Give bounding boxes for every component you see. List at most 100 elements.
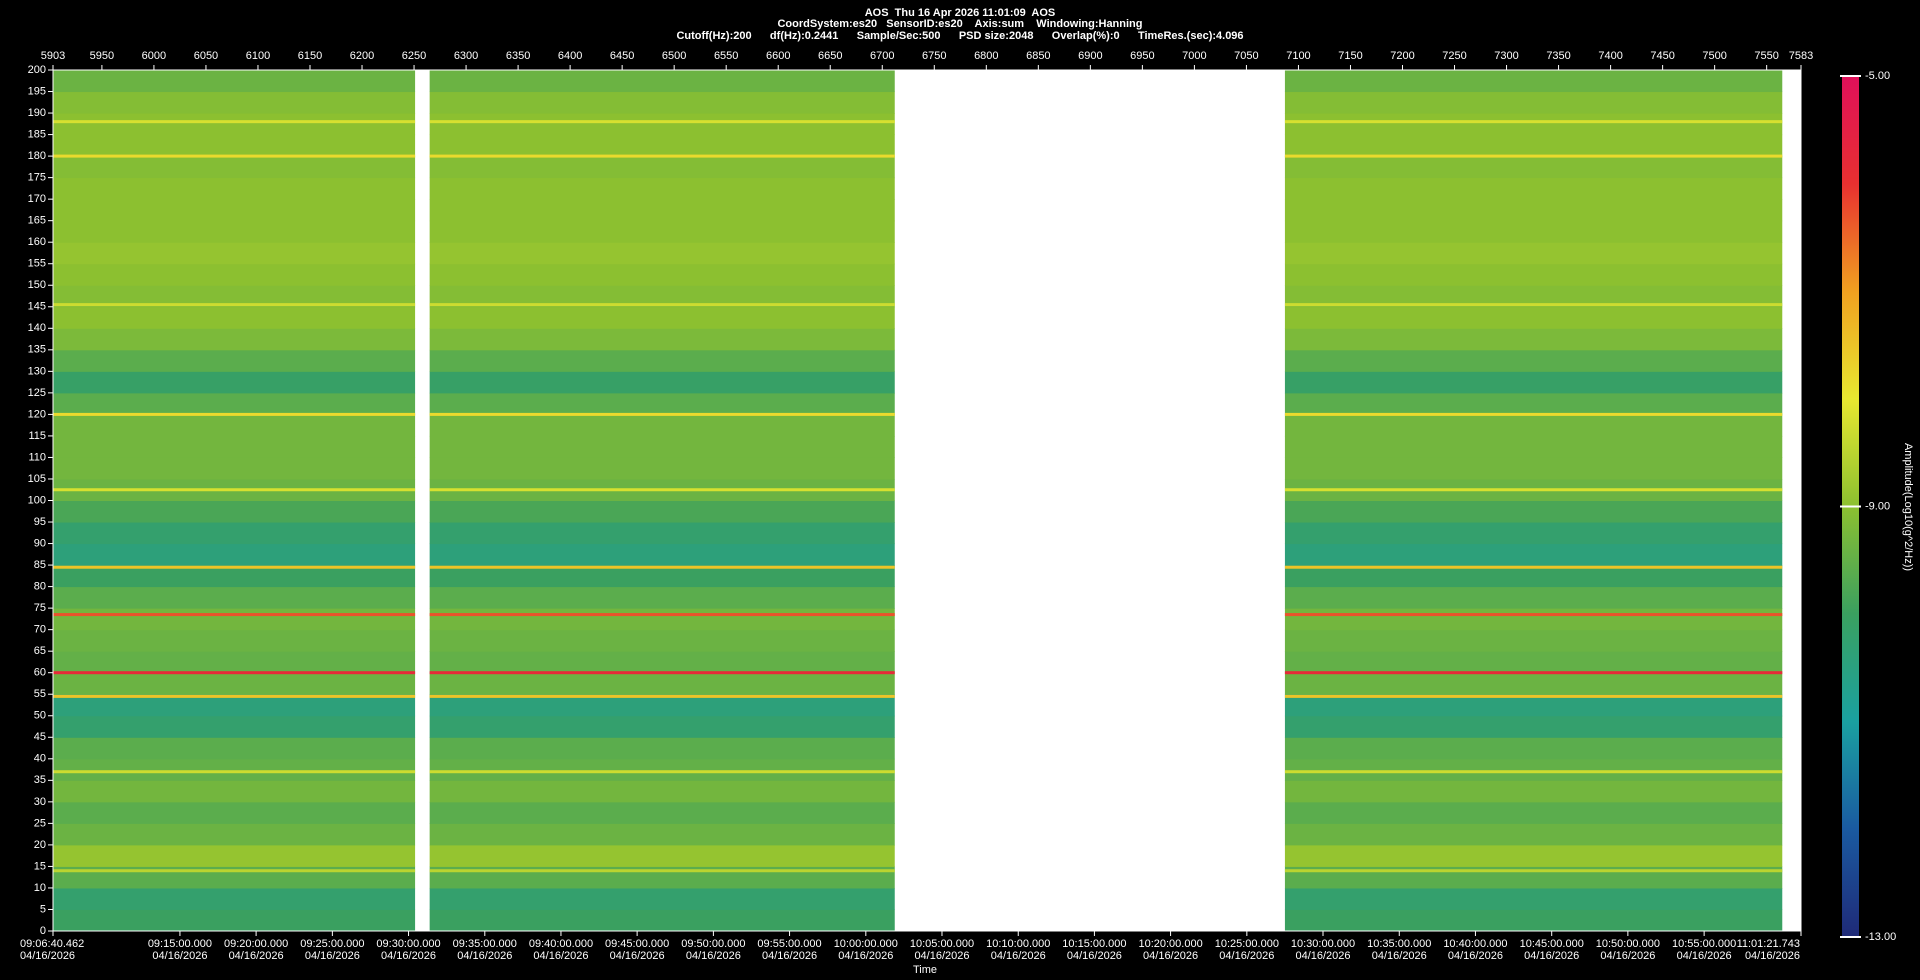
spectrogram-cell <box>429 306 895 329</box>
spectrogram-cell <box>429 887 895 910</box>
y-tick-label: 70 <box>34 624 46 636</box>
y-tick-label: 140 <box>28 322 46 334</box>
spectrogram-cell <box>429 522 895 545</box>
y-tick-label: 180 <box>28 150 46 162</box>
spectrogram-cell <box>1284 629 1783 652</box>
spectrogram-cell <box>53 844 416 867</box>
y-tick-label: 110 <box>28 451 46 463</box>
spectrogram-cell <box>1284 543 1783 566</box>
y-tick-label: 145 <box>28 301 46 313</box>
y-tick-label: 10 <box>34 882 46 894</box>
spectrogram-cell <box>53 156 416 179</box>
time-tick-label: 11:01:21.743 04/16/2026 <box>1737 938 1800 962</box>
spectrogram-cell <box>1284 242 1783 265</box>
spectral-line <box>429 613 895 617</box>
spectral-line <box>1284 120 1783 124</box>
spectrogram-cell <box>429 414 895 437</box>
spectral-line <box>429 770 895 774</box>
spectrogram-cell <box>53 694 416 717</box>
y-tick-label: 155 <box>28 258 46 270</box>
time-tick-label: 10:20:00.000 04/16/2026 <box>1138 938 1202 962</box>
spectrogram-cell <box>1284 414 1783 437</box>
spectrogram-cell <box>1284 758 1783 781</box>
spectrogram-cell <box>429 543 895 566</box>
y-tick-label: 75 <box>34 602 46 614</box>
spectrogram-cell <box>1284 737 1783 760</box>
spectrogram-cell <box>429 91 895 114</box>
x-axis-label: Time <box>913 964 937 976</box>
spectrogram-cell <box>1284 328 1783 351</box>
spectrogram-cell <box>1284 91 1783 114</box>
spectral-line <box>1284 671 1783 675</box>
y-tick-label: 55 <box>34 688 46 700</box>
x-tick-label: 6650 <box>818 50 842 62</box>
spectrogram-cell <box>1284 500 1783 523</box>
spectral-line <box>1284 613 1783 617</box>
spectrogram-cell <box>1284 113 1783 136</box>
time-tick-label: 10:45:00.000 04/16/2026 <box>1520 938 1584 962</box>
spectrogram-cell <box>53 306 416 329</box>
spectral-line <box>429 671 895 675</box>
spectrogram-cell <box>1284 156 1783 179</box>
spectrogram-cell <box>429 694 895 717</box>
spectrogram-cell <box>429 435 895 458</box>
spectrogram-cell <box>53 909 416 932</box>
spectrogram-cell <box>1284 715 1783 738</box>
time-tick-label: 09:50:00.000 04/16/2026 <box>681 938 745 962</box>
time-tick-label: 10:35:00.000 04/16/2026 <box>1367 938 1431 962</box>
time-tick-label: 10:50:00.000 04/16/2026 <box>1596 938 1660 962</box>
time-tick-label: 09:25:00.000 04/16/2026 <box>300 938 364 962</box>
y-tick-label: 45 <box>34 731 46 743</box>
x-tick-label: 6050 <box>194 50 218 62</box>
y-tick-label: 65 <box>34 645 46 657</box>
spectrogram-cell <box>53 672 416 695</box>
spectrogram-cell <box>53 349 416 372</box>
colorbar-tick-label: -5.00 <box>1865 70 1890 82</box>
spectrogram-cell <box>429 328 895 351</box>
time-tick-label: 09:06:40.462 04/16/2026 <box>20 938 84 962</box>
spectral-line <box>53 488 416 492</box>
spectrogram-cell <box>1284 177 1783 200</box>
spectrogram-cell <box>53 801 416 824</box>
y-tick-label: 100 <box>28 494 46 506</box>
spectral-line <box>429 303 895 307</box>
y-tick-label: 115 <box>28 430 46 442</box>
spectrogram-cell <box>1284 371 1783 394</box>
spectral-line <box>53 869 416 873</box>
spectrogram-cell <box>1284 457 1783 480</box>
spectrogram-cell <box>1284 565 1783 588</box>
colorbar-tick-label: -13.00 <box>1865 931 1896 943</box>
spectrogram-cell <box>429 199 895 222</box>
y-tick-label: 20 <box>34 839 46 851</box>
y-tick-label: 40 <box>34 753 46 765</box>
x-tick-label: 7200 <box>1390 50 1414 62</box>
time-tick-label: 09:40:00.000 04/16/2026 <box>529 938 593 962</box>
y-tick-label: 150 <box>28 279 46 291</box>
x-tick-label: 6000 <box>142 50 166 62</box>
x-tick-label: 6450 <box>610 50 634 62</box>
spectrogram-cell <box>53 543 416 566</box>
x-tick-label: 6300 <box>454 50 478 62</box>
spectrogram-cell <box>1284 694 1783 717</box>
spectral-line <box>429 154 895 158</box>
spectrogram-cell <box>53 500 416 523</box>
time-tick-label: 10:55:00.000 04/16/2026 <box>1672 938 1736 962</box>
settings-line: Cutoff(Hz):200 df(Hz):0.2441 Sample/Sec:… <box>676 30 1243 42</box>
y-tick-label: 170 <box>28 193 46 205</box>
x-tick-label: 7050 <box>1234 50 1258 62</box>
y-tick-label: 50 <box>34 710 46 722</box>
spectrogram-cell <box>1284 909 1783 932</box>
x-tick-label: 7250 <box>1442 50 1466 62</box>
spectral-line <box>53 671 416 675</box>
spectrogram-cell <box>53 199 416 222</box>
spectrogram-cell <box>429 737 895 760</box>
spectrogram-cell <box>429 844 895 867</box>
spectral-line <box>53 412 416 416</box>
y-tick-label: 95 <box>34 516 46 528</box>
time-tick-label: 09:20:00.000 04/16/2026 <box>224 938 288 962</box>
spectrogram-cell <box>53 242 416 265</box>
spectrogram-cell <box>53 737 416 760</box>
spectrogram-cell <box>53 457 416 480</box>
